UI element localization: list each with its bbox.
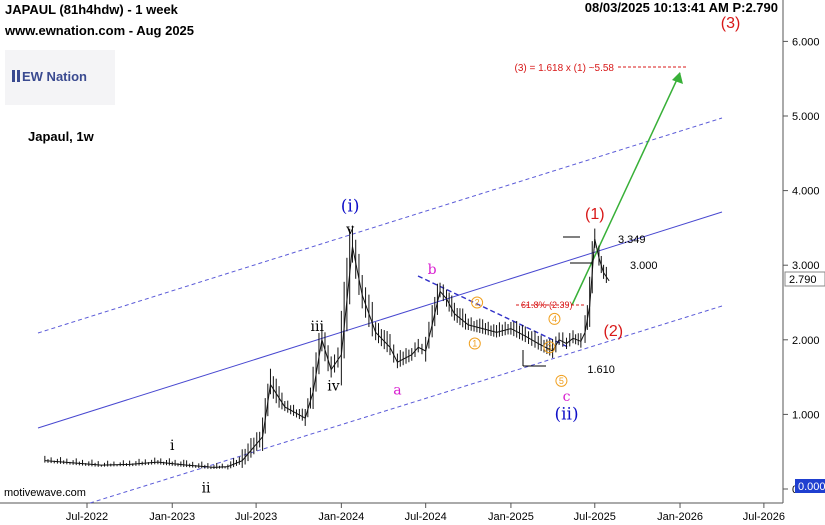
website-label: www.ewnation.com - Aug 2025 <box>4 23 194 38</box>
fib-label: 61.8% (2.39) <box>521 300 573 310</box>
x-tick-label: Jul-2023 <box>235 511 277 523</box>
wave-label-minor: ii <box>202 481 211 497</box>
x-axis-ticks: Jul-2022 Jan-2023 Jul-2023 Jan-2024 Jul-2024… <box>66 503 785 523</box>
y-tick-label: 4.000 <box>792 186 820 198</box>
x-tick-label: Jul-2022 <box>66 511 108 523</box>
x-tick-label: Jan-2024 <box>318 511 364 523</box>
x-tick-label: Jan-2026 <box>657 511 703 523</box>
y-tick-label: 3.000 <box>792 260 820 272</box>
x-tick-label: Jul-2025 <box>574 511 616 523</box>
price-level-label: 3.000 <box>630 260 658 272</box>
sub-wave-circle <box>468 337 481 350</box>
last-price-badge <box>784 271 825 287</box>
zero-badge <box>795 479 825 493</box>
target-arrow <box>571 72 681 306</box>
y-tick-label: 1.000 <box>792 409 820 421</box>
price-level-label: 3.349 <box>618 234 646 246</box>
ew-nation-logo: EW Nation <box>5 50 115 105</box>
sub-wave-label: 4 <box>552 314 557 324</box>
timestamp-price: 08/03/2025 10:13:41 AM P:2.790 <box>585 0 778 15</box>
sub-wave-circle <box>543 341 556 354</box>
wave-label-minor: iii <box>311 319 325 335</box>
wave-label-minor: i <box>170 438 175 454</box>
watermark: motivewave.com <box>4 487 86 499</box>
sub-wave-label: 3 <box>547 342 552 352</box>
last-price-label: 2.790 <box>789 274 817 286</box>
x-tick-label: Jan-2023 <box>149 511 195 523</box>
target-label: (3) = 1.618 x (1) ~5.58 <box>514 63 614 74</box>
chart-label: Japaul, 1w <box>28 129 95 144</box>
wave-label-abc: c <box>563 389 571 405</box>
x-tick-label: Jan-2025 <box>488 511 534 523</box>
wave-label-red: (2) <box>604 323 624 340</box>
x-tick-label: Jul-2026 <box>743 511 785 523</box>
wave-label-red: (3) <box>721 15 741 32</box>
plot-area <box>0 0 783 503</box>
x-tick-label: Jul-2024 <box>405 511 447 523</box>
sub-wave-label: 2 <box>475 298 480 308</box>
channel-top-dashed <box>37 117 723 334</box>
target-arrowhead <box>672 72 683 84</box>
wave-label-blue: (i) <box>341 196 360 216</box>
wave-label-blue: (ii) <box>554 405 578 425</box>
zero-badge-label: 0.000 <box>798 481 825 493</box>
sub-wave-label: 1 <box>472 339 477 349</box>
wave-label-abc: b <box>428 262 437 278</box>
price-level-label: 1.610 <box>587 364 615 376</box>
channel-mid-solid <box>37 211 723 429</box>
wave-label-abc: a <box>393 382 401 398</box>
y-tick-label: 5.000 <box>792 111 820 123</box>
wave-annotations: iiiiiiivv(i)(ii)abc(1)(2)(3)123453.3493.… <box>170 15 740 497</box>
logo-text: EW Nation <box>22 69 87 84</box>
y-tick-label: 2.000 <box>792 335 820 347</box>
sub-wave-label: 5 <box>559 376 564 386</box>
chart-title: JAPAUL (81h4hdw) - 1 week <box>5 2 179 17</box>
wave-label-minor: iv <box>327 379 339 395</box>
sub-wave-circle <box>471 296 484 309</box>
y-tick-label: 6.000 <box>792 36 820 48</box>
channel-bottom-dashed <box>89 305 723 504</box>
sub-wave-circle <box>555 374 568 387</box>
wave-label-minor: v <box>345 222 354 238</box>
price-line <box>44 238 610 468</box>
wave-label-red: (1) <box>585 206 605 223</box>
sub-wave-circle <box>548 312 561 325</box>
